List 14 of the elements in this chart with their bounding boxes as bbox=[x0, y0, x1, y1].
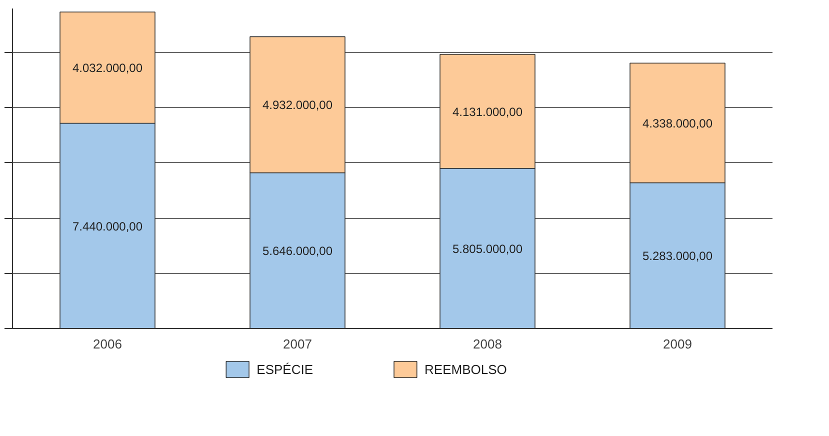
data-label: 4.131.000,00 bbox=[452, 104, 523, 119]
data-label: 5.283.000,00 bbox=[642, 249, 713, 264]
x-tick-label: 2008 bbox=[473, 336, 502, 352]
legend-label: ESPÉCIE bbox=[256, 362, 314, 377]
x-tick-label: 2009 bbox=[663, 336, 692, 352]
data-label: 4.338.000,00 bbox=[642, 116, 713, 130]
data-label: 4.032.000,00 bbox=[72, 61, 143, 76]
x-tick-label: 2006 bbox=[93, 336, 122, 352]
data-label: 5.805.000,00 bbox=[452, 242, 523, 256]
legend-label: REEMBOLSO bbox=[424, 362, 507, 377]
data-label: 7.440.000,00 bbox=[72, 219, 143, 234]
data-label: 4.932.000,00 bbox=[262, 98, 333, 112]
data-label: 5.646.000,00 bbox=[262, 244, 333, 258]
x-tick-label: 2007 bbox=[283, 336, 312, 352]
